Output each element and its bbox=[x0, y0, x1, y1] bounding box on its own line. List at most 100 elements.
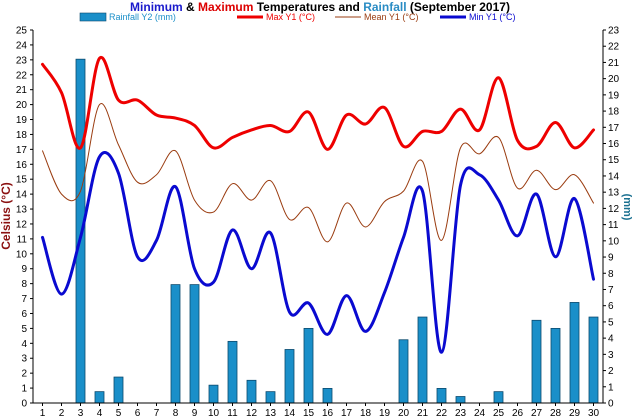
x-tick-label: 25 bbox=[493, 408, 505, 419]
rainfall-bar bbox=[208, 384, 219, 404]
rainfall-bar bbox=[113, 376, 124, 404]
y-left-tick-label: 24 bbox=[16, 40, 28, 51]
rainfall-bar bbox=[189, 284, 200, 404]
x-tick-label: 7 bbox=[154, 408, 160, 419]
y-right-label: (mm) bbox=[621, 194, 633, 221]
rainfall-bar bbox=[531, 319, 542, 404]
title-part-maximum: Maximum bbox=[198, 0, 253, 14]
y-left-tick-label: 2 bbox=[21, 369, 27, 380]
y-right-tick-label: 8 bbox=[608, 269, 614, 280]
rainfall-bar bbox=[322, 388, 333, 404]
y-left-tick-label: 25 bbox=[16, 26, 28, 37]
y-left-tick-label: 19 bbox=[16, 115, 28, 126]
rainfall-bar bbox=[436, 388, 447, 404]
x-tick-label: 28 bbox=[550, 408, 562, 419]
chart-title: Minimum & Maximum Temperatures and Rainf… bbox=[130, 0, 510, 14]
y-left-tick-label: 10 bbox=[16, 249, 28, 260]
max-temp-line bbox=[41, 56, 595, 151]
title-part-amp: & bbox=[183, 0, 198, 14]
legend-label: Max Y1 (°C) bbox=[266, 12, 315, 22]
y-right-tick-label: 17 bbox=[608, 123, 620, 134]
x-tick-label: 17 bbox=[341, 408, 353, 419]
y-right-tick-label: 3 bbox=[608, 350, 614, 361]
x-tick-label: 29 bbox=[569, 408, 581, 419]
y-right-tick-label: 19 bbox=[608, 90, 620, 101]
x-tick-label: 3 bbox=[78, 408, 84, 419]
y-left-tick-label: 0 bbox=[21, 399, 27, 410]
x-tick-label: 8 bbox=[173, 408, 179, 419]
legend-label: Rainfall Y2 (mm) bbox=[109, 12, 176, 22]
rainfall-bar bbox=[569, 302, 580, 404]
y-left-tick-label: 18 bbox=[16, 130, 28, 141]
y-left-tick-label: 11 bbox=[17, 234, 28, 245]
x-axis: 1 2 3 4 5 6 7 8 9 10 11 12 13 14 15 16 17 18 19 20 21 22 23 24 2… bbox=[40, 403, 600, 419]
x-tick-label: 9 bbox=[192, 408, 198, 419]
x-tick-label: 11 bbox=[227, 408, 238, 419]
y-left-tick-label: 20 bbox=[16, 100, 28, 111]
mean-temp-line bbox=[42, 103, 594, 243]
y-right-tick-label: 11 bbox=[608, 220, 619, 231]
x-tick-label: 1 bbox=[40, 408, 46, 419]
temperature-lines bbox=[41, 56, 595, 354]
y-left-tick-label: 5 bbox=[21, 324, 27, 335]
y-right-tick-label: 9 bbox=[608, 253, 614, 264]
y-right-tick-label: 5 bbox=[608, 317, 614, 328]
left-axis: 0123456789101112131415161718192021222324… bbox=[16, 26, 33, 410]
y-left-tick-label: 13 bbox=[16, 205, 28, 216]
y-left-tick-label: 9 bbox=[21, 264, 27, 275]
x-tick-label: 10 bbox=[208, 408, 220, 419]
legend: Rainfall Y2 (mm) Max Y1 (°C) Mean Y1 (°C) M… bbox=[79, 12, 515, 22]
rainfall-bar bbox=[170, 284, 181, 404]
y-left-label: Celsius (°C) bbox=[0, 182, 13, 249]
y-left-tick-label: 1 bbox=[21, 384, 27, 395]
y-right-tick-label: 15 bbox=[608, 155, 620, 166]
y-right-tick-label: 14 bbox=[608, 171, 620, 182]
rainfall-bar bbox=[227, 340, 238, 404]
legend-label: Min Y1 (°C) bbox=[469, 12, 515, 22]
title-part-minimum: Minimum bbox=[130, 0, 183, 14]
y-left-tick-label: 23 bbox=[16, 55, 28, 66]
x-tick-label: 21 bbox=[417, 408, 429, 419]
x-tick-label: 18 bbox=[360, 408, 372, 419]
x-tick-label: 14 bbox=[284, 408, 296, 419]
min-temp-line bbox=[41, 151, 595, 354]
rainfall-bar bbox=[550, 327, 561, 404]
rainfall-bar bbox=[303, 327, 314, 404]
y-left-tick-label: 3 bbox=[21, 354, 27, 365]
x-tick-label: 20 bbox=[398, 408, 410, 419]
y-left-tick-label: 8 bbox=[21, 279, 27, 290]
y-right-tick-label: 6 bbox=[608, 301, 614, 312]
y-right-tick-label: 10 bbox=[608, 236, 620, 247]
x-tick-label: 4 bbox=[97, 408, 103, 419]
x-tick-label: 22 bbox=[436, 408, 448, 419]
title-part-month: (September 2017) bbox=[407, 0, 510, 14]
x-tick-label: 13 bbox=[265, 408, 277, 419]
x-tick-label: 12 bbox=[246, 408, 258, 419]
x-tick-label: 19 bbox=[379, 408, 391, 419]
x-tick-label: 2 bbox=[59, 408, 65, 419]
y-right-tick-label: 20 bbox=[608, 74, 620, 85]
y-right-tick-label: 16 bbox=[608, 139, 620, 150]
x-tick-label: 27 bbox=[531, 408, 543, 419]
x-tick-label: 15 bbox=[303, 408, 315, 419]
y-left-tick-label: 21 bbox=[16, 85, 28, 96]
y-left-tick-label: 7 bbox=[21, 294, 27, 305]
x-tick-label: 23 bbox=[455, 408, 467, 419]
y-right-tick-label: 13 bbox=[608, 188, 620, 199]
y-right-tick-label: 4 bbox=[608, 334, 614, 345]
rainfall-bar bbox=[246, 379, 257, 404]
y-right-tick-label: 7 bbox=[608, 285, 614, 296]
rainfall-bar bbox=[417, 316, 428, 404]
x-tick-label: 26 bbox=[512, 408, 524, 419]
y-right-tick-label: 1 bbox=[608, 382, 614, 393]
x-tick-label: 30 bbox=[588, 408, 600, 419]
title-part-mid: Temperatures and bbox=[253, 0, 363, 14]
x-tick-label: 6 bbox=[135, 408, 141, 419]
y-right-tick-label: 23 bbox=[608, 26, 620, 37]
rainfall-bar bbox=[284, 349, 295, 404]
x-tick-label: 16 bbox=[322, 408, 334, 419]
rainfall-bar bbox=[398, 339, 409, 404]
rainfall-bar bbox=[94, 391, 105, 404]
